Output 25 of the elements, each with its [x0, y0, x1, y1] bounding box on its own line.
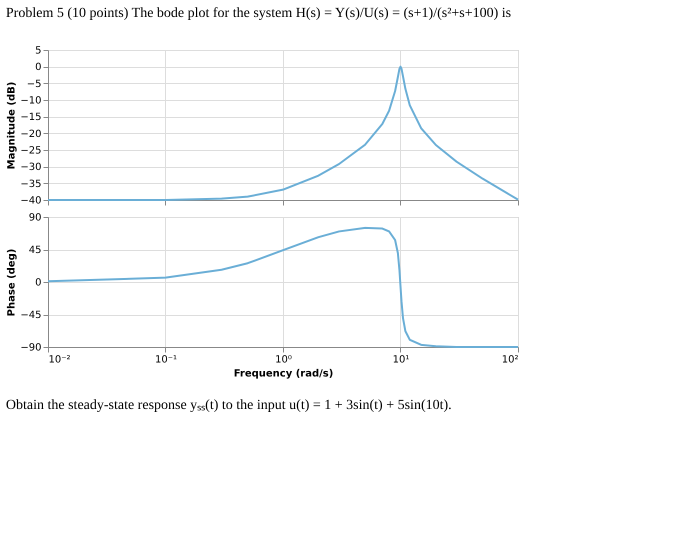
y-tick-label: 0 — [35, 278, 42, 288]
y-tick-label: 90 — [28, 212, 42, 224]
y-tick-label: −40 — [20, 196, 42, 206]
x-axis-title: Frequency (rad/s) — [234, 368, 334, 380]
y-tick-label: −25 — [20, 146, 42, 156]
y-tick-label: −90 — [20, 342, 42, 354]
y-axis-title: Magnitude (dB) — [6, 82, 18, 170]
y-tick-label: −10 — [20, 96, 42, 106]
y-tick-label: −30 — [20, 162, 42, 174]
x-tick-label: 10⁰ — [275, 354, 292, 366]
y-tick-label: −5 — [26, 78, 42, 90]
y-tick-label: 5 — [35, 46, 42, 56]
y-tick-label: −45 — [20, 310, 42, 321]
x-tick-label: 10⁻² — [48, 354, 71, 366]
x-tick-label: 10² — [502, 354, 518, 366]
y-tick-label: 45 — [28, 245, 42, 256]
x-tick-label: 10¹ — [392, 354, 410, 366]
y-tick-label: −35 — [20, 178, 42, 190]
y-tick-label: 0 — [35, 62, 42, 74]
chart-title: Problem 5 (10 points) The bode plot for the system H(s) = Y(s)/U(s) = (s+1)/(s²+s+100) is — [6, 6, 512, 21]
y-tick-label: −20 — [20, 128, 42, 140]
y-axis-title: Phase (deg) — [6, 248, 18, 316]
y-tick-label: −15 — [20, 112, 42, 124]
x-tick-label: 10⁻¹ — [154, 354, 178, 366]
text: Obtain the steady-state response yₛₛ(t) to the input u(t) = 1 + 3sin(t) + 5sin(10t). — [6, 398, 452, 413]
